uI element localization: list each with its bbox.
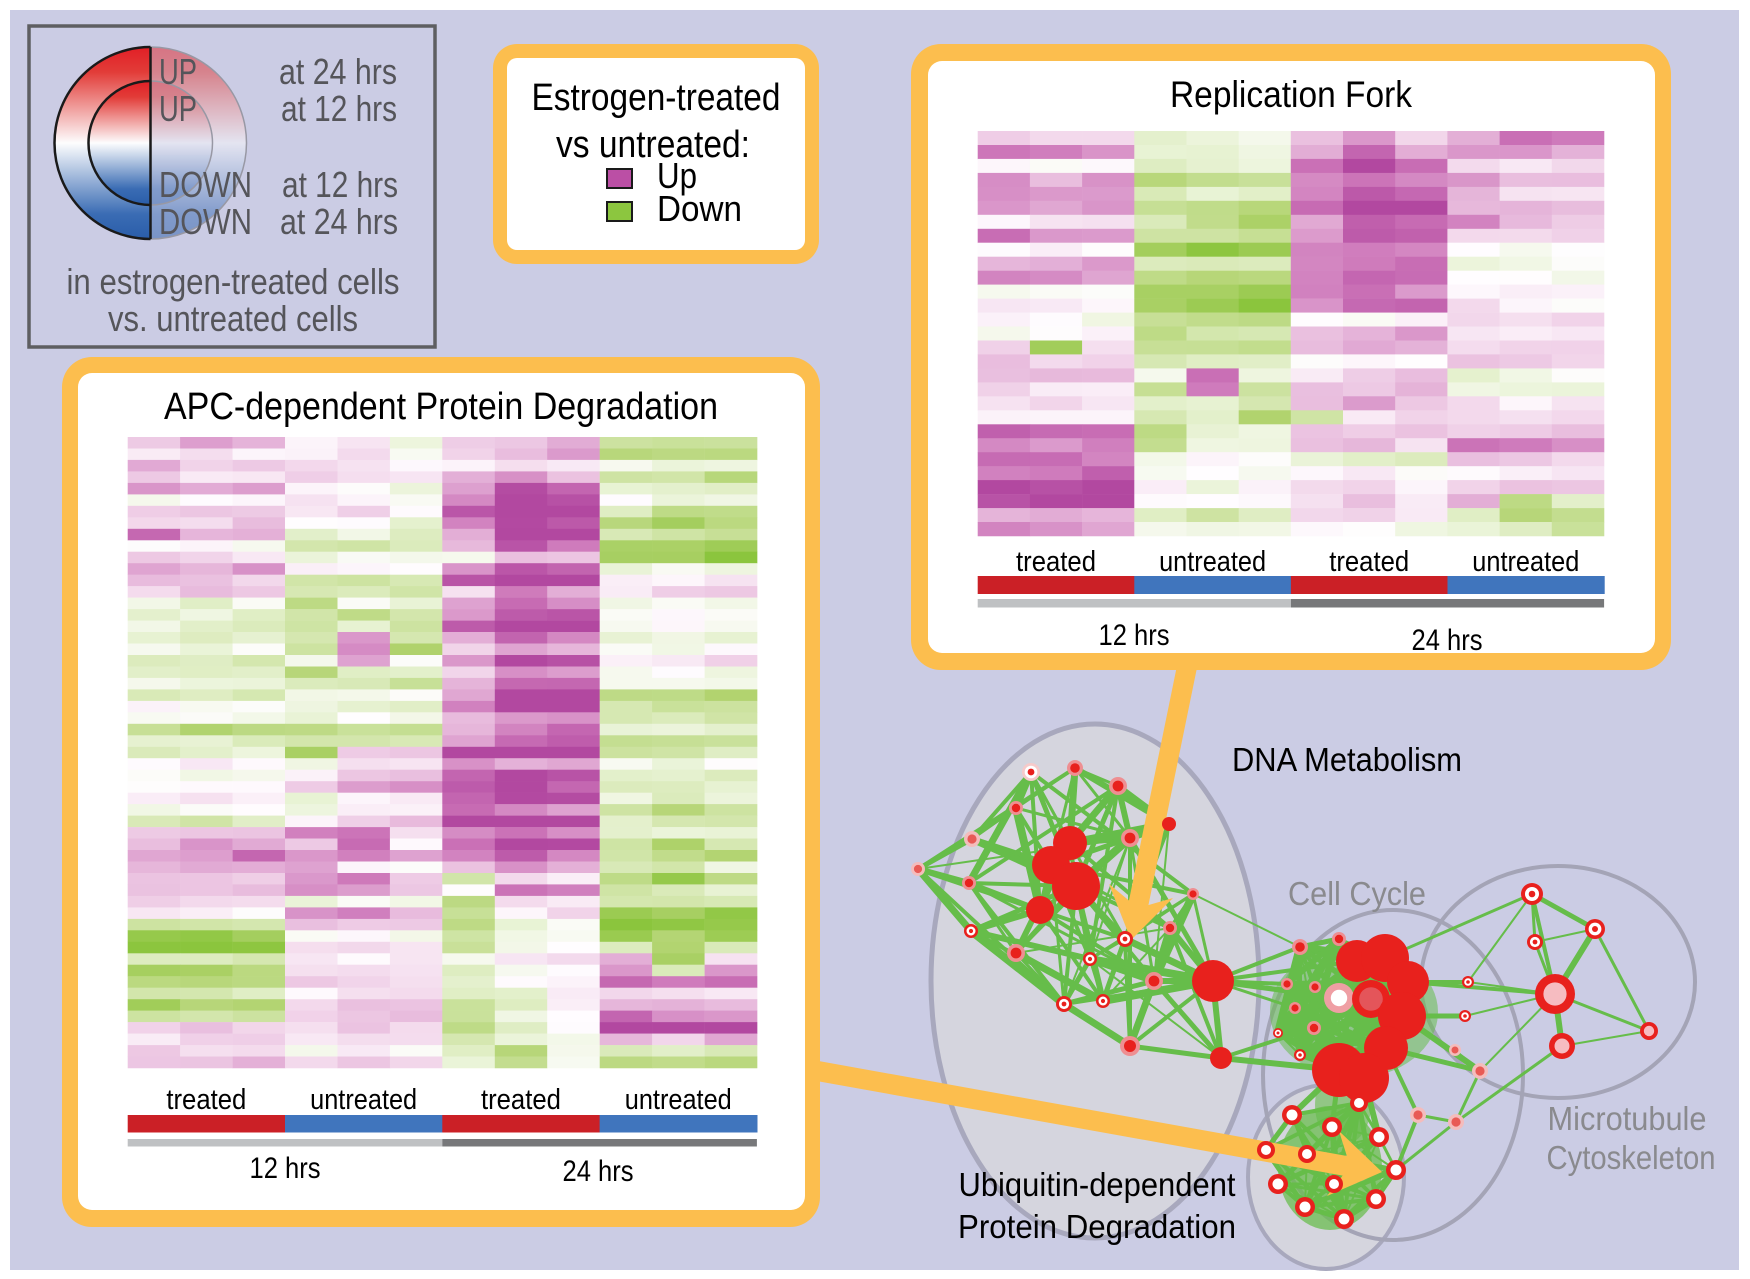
svg-text:Cytoskeleton: Cytoskeleton xyxy=(1547,1139,1716,1176)
svg-text:Ubiquitin-dependent: Ubiquitin-dependent xyxy=(959,1166,1236,1203)
svg-text:DOWN: DOWN xyxy=(159,164,252,205)
svg-text:treated: treated xyxy=(166,1084,246,1116)
svg-text:treated: treated xyxy=(1016,546,1096,578)
svg-text:treated: treated xyxy=(1329,546,1409,578)
svg-text:at 12 hrs: at 12 hrs xyxy=(282,164,398,205)
svg-text:Estrogen-treated: Estrogen-treated xyxy=(532,77,781,119)
svg-text:DNA Metabolism: DNA Metabolism xyxy=(1232,741,1462,778)
svg-text:untreated: untreated xyxy=(625,1084,732,1116)
svg-text:UP: UP xyxy=(159,88,197,129)
svg-text:untreated: untreated xyxy=(1159,546,1266,578)
svg-text:at 12 hrs: at 12 hrs xyxy=(281,88,397,129)
svg-text:Microtubule: Microtubule xyxy=(1548,1100,1707,1137)
svg-text:vs untreated:: vs untreated: xyxy=(556,124,750,166)
svg-text:at 24 hrs: at 24 hrs xyxy=(280,201,398,242)
svg-text:in estrogen-treated cells: in estrogen-treated cells xyxy=(67,261,400,302)
svg-text:DOWN: DOWN xyxy=(159,201,252,242)
svg-text:24 hrs: 24 hrs xyxy=(563,1155,634,1188)
svg-text:vs. untreated cells: vs. untreated cells xyxy=(108,298,358,339)
svg-text:Down: Down xyxy=(657,188,742,229)
svg-text:untreated: untreated xyxy=(1472,546,1579,578)
svg-text:12 hrs: 12 hrs xyxy=(1099,619,1170,652)
svg-text:at 24 hrs: at 24 hrs xyxy=(279,51,397,92)
svg-text:Up: Up xyxy=(657,155,697,196)
svg-text:APC-dependent Protein Degradat: APC-dependent Protein Degradation xyxy=(164,386,718,428)
svg-text:Cell Cycle: Cell Cycle xyxy=(1288,875,1426,912)
svg-text:Protein Degradation: Protein Degradation xyxy=(958,1208,1236,1245)
svg-text:UP: UP xyxy=(159,51,197,92)
svg-text:Replication Fork: Replication Fork xyxy=(1170,74,1412,115)
svg-text:12 hrs: 12 hrs xyxy=(250,1152,321,1185)
svg-text:treated: treated xyxy=(481,1084,561,1116)
svg-text:untreated: untreated xyxy=(310,1084,417,1116)
svg-text:24 hrs: 24 hrs xyxy=(1412,624,1483,657)
